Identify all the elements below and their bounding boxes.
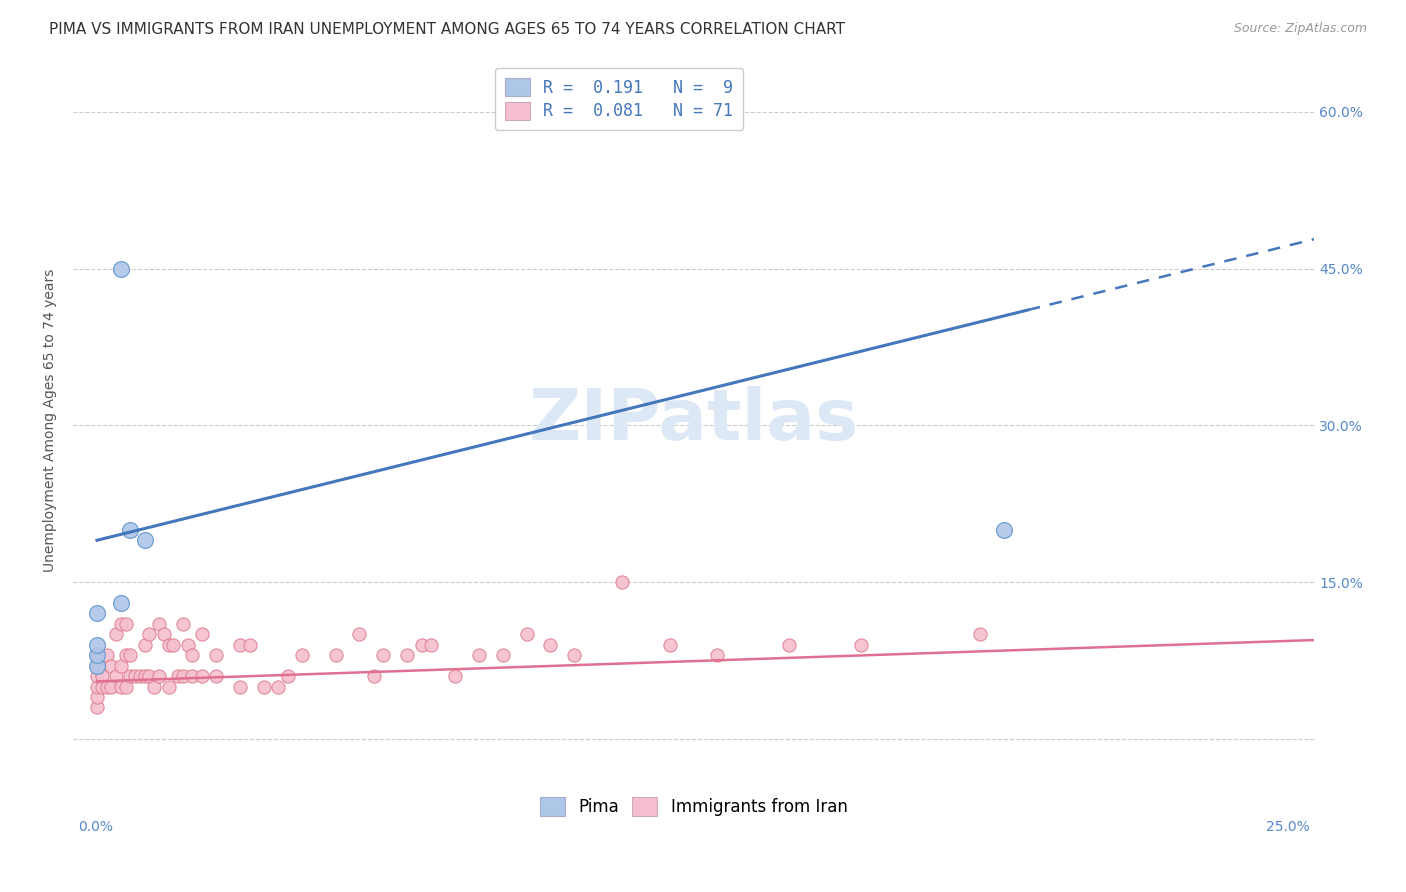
Point: [100, 658, 122, 673]
Point: [134, 669, 156, 683]
Point: [411, 638, 433, 652]
Point: [134, 533, 156, 548]
Point: [229, 638, 252, 652]
Point: [86, 658, 108, 673]
Point: [134, 638, 156, 652]
Point: [778, 638, 800, 652]
Point: [167, 669, 190, 683]
Legend: Pima, Immigrants from Iran: Pima, Immigrants from Iran: [533, 791, 853, 822]
Text: ZIPatlas: ZIPatlas: [529, 385, 859, 455]
Point: [181, 648, 204, 663]
Point: [562, 648, 585, 663]
Point: [444, 669, 467, 683]
Text: Source: ZipAtlas.com: Source: ZipAtlas.com: [1233, 22, 1367, 36]
Point: [86, 690, 108, 704]
Text: 0.0%: 0.0%: [77, 821, 112, 834]
Point: [110, 261, 132, 276]
Point: [229, 680, 252, 694]
Point: [162, 638, 184, 652]
Point: [291, 648, 314, 663]
Point: [277, 669, 299, 683]
Point: [110, 658, 132, 673]
Point: [538, 638, 561, 652]
Point: [120, 669, 142, 683]
Point: [157, 638, 180, 652]
Point: [181, 669, 204, 683]
Point: [86, 680, 108, 694]
Point: [172, 616, 194, 631]
Point: [120, 523, 142, 537]
Point: [468, 648, 491, 663]
Point: [349, 627, 371, 641]
Point: [191, 669, 214, 683]
Text: 25.0%: 25.0%: [1265, 821, 1309, 834]
Point: [90, 669, 112, 683]
Point: [96, 648, 118, 663]
Point: [96, 680, 118, 694]
Point: [86, 658, 108, 673]
Point: [191, 627, 214, 641]
Point: [100, 680, 122, 694]
Point: [110, 616, 132, 631]
Point: [105, 627, 128, 641]
Point: [114, 680, 136, 694]
Point: [138, 627, 160, 641]
Point: [86, 648, 108, 663]
Point: [420, 638, 443, 652]
Point: [138, 669, 160, 683]
Point: [86, 700, 108, 714]
Point: [325, 648, 347, 663]
Point: [86, 638, 108, 652]
Point: [105, 669, 128, 683]
Point: [849, 638, 872, 652]
Point: [86, 669, 108, 683]
Point: [148, 669, 170, 683]
Point: [114, 648, 136, 663]
Point: [239, 638, 262, 652]
Point: [157, 680, 180, 694]
Point: [172, 669, 194, 683]
Point: [969, 627, 991, 641]
Point: [114, 616, 136, 631]
Point: [396, 648, 419, 663]
Point: [176, 638, 198, 652]
Point: [492, 648, 515, 663]
Point: [363, 669, 385, 683]
Point: [267, 680, 290, 694]
Point: [129, 669, 152, 683]
Point: [148, 616, 170, 631]
Text: PIMA VS IMMIGRANTS FROM IRAN UNEMPLOYMENT AMONG AGES 65 TO 74 YEARS CORRELATION : PIMA VS IMMIGRANTS FROM IRAN UNEMPLOYMEN…: [49, 22, 845, 37]
Point: [110, 680, 132, 694]
Point: [124, 669, 146, 683]
Point: [610, 575, 633, 590]
Point: [706, 648, 728, 663]
Point: [152, 627, 174, 641]
Point: [143, 680, 166, 694]
Point: [86, 648, 108, 663]
Point: [516, 627, 538, 641]
Point: [205, 669, 228, 683]
Point: [205, 648, 228, 663]
Y-axis label: Unemployment Among Ages 65 to 74 years: Unemployment Among Ages 65 to 74 years: [44, 268, 58, 572]
Point: [373, 648, 395, 663]
Point: [658, 638, 681, 652]
Point: [253, 680, 276, 694]
Point: [993, 523, 1015, 537]
Point: [86, 607, 108, 621]
Point: [110, 596, 132, 610]
Point: [120, 648, 142, 663]
Point: [90, 680, 112, 694]
